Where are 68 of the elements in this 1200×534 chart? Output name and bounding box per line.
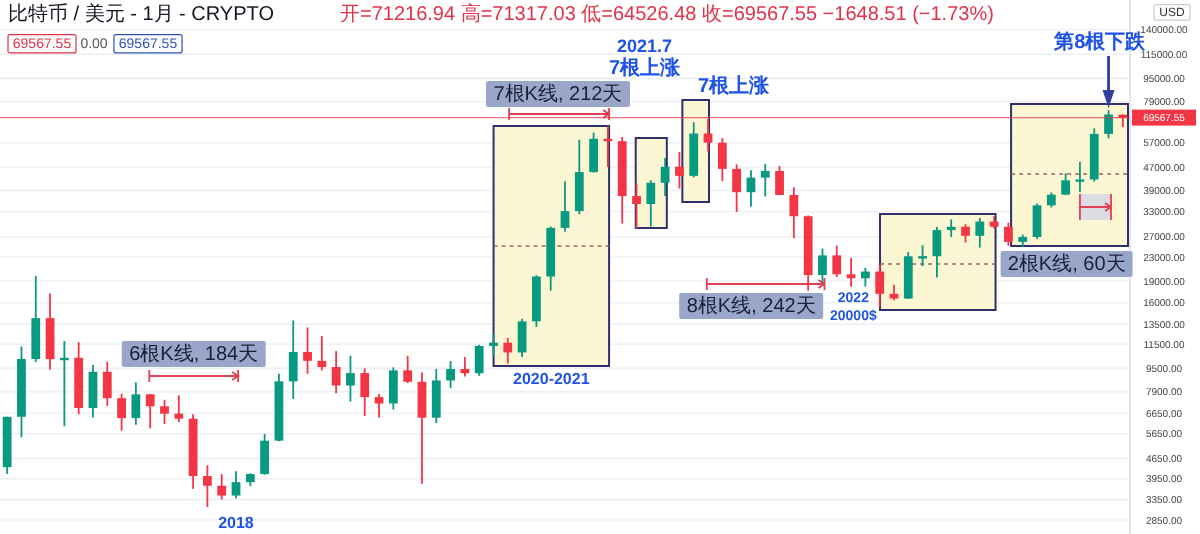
- chart-subtitle: 开=71216.94 高=71317.03 低=64526.48 收=69567.55 −1648.51 (−1.73%): [340, 2, 994, 26]
- candlestick: [946, 218, 956, 238]
- candlestick: [918, 244, 927, 267]
- candlestick: [217, 473, 227, 501]
- candlestick: [975, 216, 985, 249]
- annotation: 7根上涨: [609, 56, 683, 80]
- candlestick: [131, 381, 141, 426]
- candlestick: [503, 337, 513, 365]
- candlestick: [117, 392, 126, 432]
- candlestick: [317, 334, 327, 372]
- candlestick: [45, 292, 55, 371]
- candlestick: [388, 366, 398, 411]
- candlestick: [717, 137, 727, 183]
- annotation: 7根K线, 212天: [493, 82, 623, 106]
- candlestick: [145, 392, 155, 430]
- candlestick: [203, 464, 212, 508]
- candlestick: [1089, 127, 1099, 183]
- annotation: 第8根下跌: [1052, 30, 1148, 54]
- candlestick: [417, 371, 427, 485]
- candlestick: [1104, 109, 1113, 140]
- candlestick: [732, 163, 742, 213]
- candlestick: [403, 354, 413, 385]
- candlestick: [560, 180, 570, 233]
- annotation: 8根K线, 242天: [686, 294, 816, 318]
- candlestick: [460, 356, 470, 378]
- candlestick: [818, 247, 827, 284]
- candlestick: [88, 364, 98, 419]
- candlestick: [632, 182, 641, 230]
- candlestick: [431, 367, 441, 425]
- candlestick: [102, 361, 112, 407]
- candlestick: [775, 165, 784, 196]
- chart-title: 比特币 / 美元 - 1月 - CRYPTO: [8, 2, 275, 26]
- candlestick: [660, 157, 670, 198]
- candlestick: [689, 121, 699, 179]
- candlestick: [860, 266, 870, 288]
- candlestick: [489, 333, 498, 357]
- candlestick: [260, 433, 270, 476]
- candlestick: [303, 326, 312, 375]
- candlestick: [446, 360, 455, 390]
- annotation: 7根上涨: [697, 74, 772, 98]
- candlestick: [531, 274, 541, 328]
- candlestick: [517, 317, 527, 358]
- candlestick: [288, 319, 298, 400]
- candlestick: [832, 244, 842, 279]
- candlestick: [346, 354, 355, 403]
- candlestick: [646, 179, 656, 228]
- candlestick: [589, 131, 599, 174]
- annotation: 2020-2021: [513, 370, 591, 388]
- candlestick: [160, 398, 169, 426]
- annotation: 6根K线, 184天: [129, 342, 259, 366]
- candlestick: [1075, 160, 1085, 194]
- candlestick: [846, 257, 856, 288]
- candlestick: [875, 264, 885, 308]
- candlestick: [231, 470, 241, 500]
- annotation: 2018: [218, 514, 255, 532]
- candlestick: [932, 226, 942, 279]
- annotation: 2根K线, 60天: [1007, 252, 1126, 276]
- candlestick: [675, 151, 684, 190]
- candlestick: [574, 138, 584, 216]
- candlestick: [760, 162, 770, 198]
- candlestick: [1004, 221, 1013, 247]
- candlestick: [331, 350, 341, 395]
- candlestick: [174, 394, 184, 424]
- candlestick: [360, 367, 370, 418]
- candlestick: [961, 223, 970, 244]
- candlestick: [31, 274, 41, 363]
- candlestick: [789, 186, 799, 240]
- annotation: 2021.7: [617, 36, 673, 56]
